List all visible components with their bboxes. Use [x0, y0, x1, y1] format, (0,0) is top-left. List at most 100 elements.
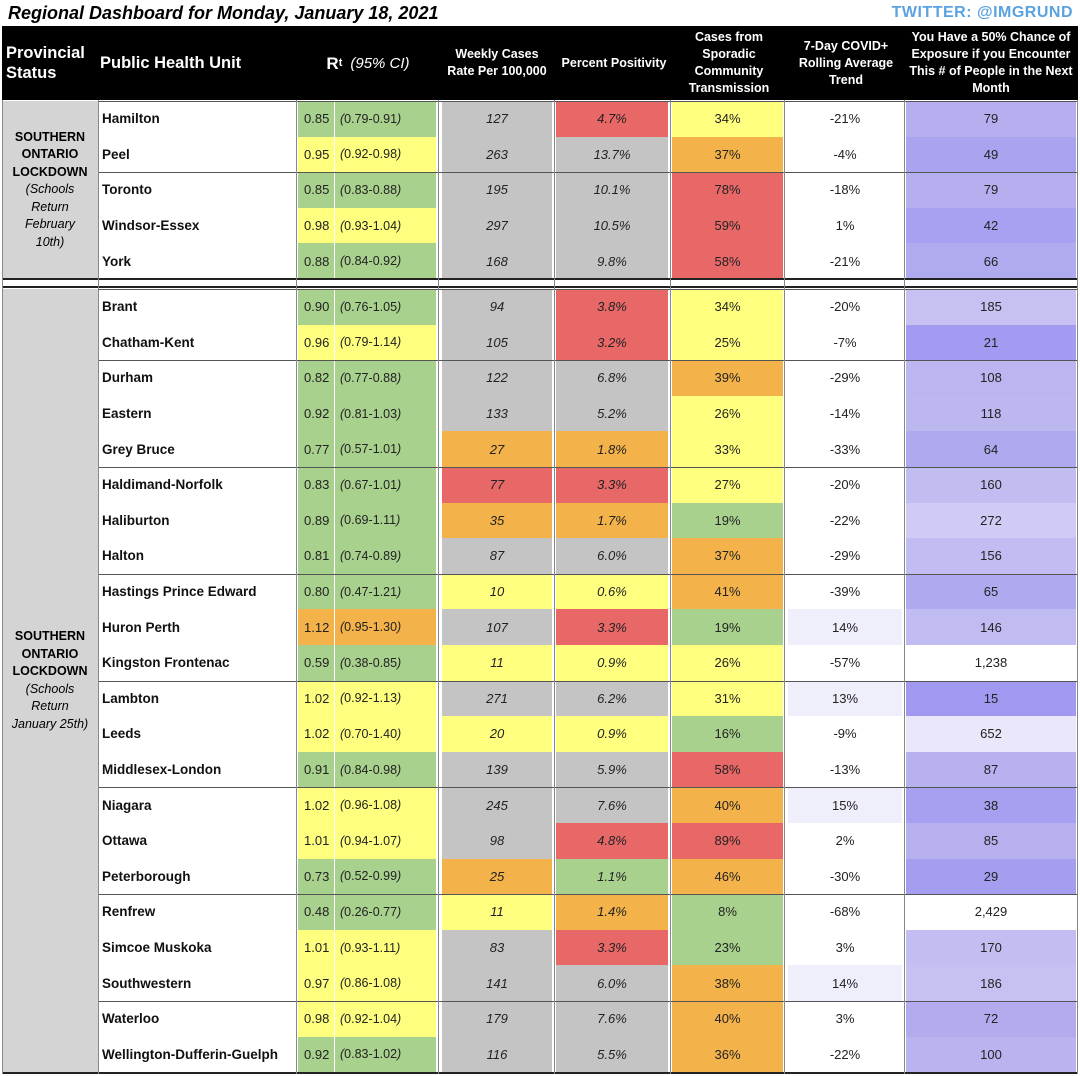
rolling-average-trend: -29% — [788, 360, 902, 396]
ci-close-paren: ) — [397, 182, 402, 197]
sporadic-transmission: 58% — [672, 751, 783, 788]
ci-dash: - — [368, 548, 373, 563]
phu-name: Hamilton — [98, 101, 296, 137]
rt-confidence-interval: ( 0.83 - 1.02 ) — [335, 1036, 436, 1073]
phu-name: York — [98, 243, 296, 279]
status-note: Return — [31, 699, 69, 714]
row-divider — [98, 467, 1078, 468]
ci-dash: - — [368, 147, 373, 162]
ci-high: 1.01 — [372, 477, 398, 492]
status-note: Return — [31, 199, 69, 214]
rt-confidence-interval: ( 0.93 - 1.04 ) — [335, 207, 436, 244]
exposure-count: 1,238 — [906, 645, 1076, 681]
phu-name: Brant — [98, 289, 296, 325]
weekly-cases-rate: 10 — [442, 573, 552, 610]
rt-value: 0.88 — [298, 243, 334, 279]
header-weekly-cases: Weekly Cases Rate Per 100,000 — [447, 47, 547, 78]
row-divider — [98, 787, 1078, 789]
rolling-average-trend: -30% — [788, 858, 902, 895]
phu-name: Hastings Prince Edward — [98, 573, 296, 610]
ci-close-paren: ) — [397, 726, 402, 741]
rt-confidence-interval: ( 0.69 - 1.11 ) — [335, 502, 436, 539]
exposure-count: 15 — [906, 680, 1076, 717]
ci-open-paren: ( — [340, 147, 345, 162]
exposure-count: 38 — [906, 787, 1076, 823]
dashboard-title: Regional Dashboard for Monday, January 1… — [8, 3, 439, 23]
percent-positivity: 3.3% — [556, 467, 668, 503]
rolling-average-trend: -57% — [788, 645, 902, 681]
header-rt-subscript: t — [338, 56, 343, 69]
ci-dash: - — [368, 584, 373, 599]
phu-name: Renfrew — [98, 894, 296, 930]
ci-open-paren: ( — [340, 904, 345, 919]
ci-low: 0.95 — [344, 620, 369, 635]
ci-high: 1.13 — [372, 691, 398, 706]
rt-confidence-interval: ( 0.84 - 0.98 ) — [335, 751, 436, 788]
phu-name: Huron Perth — [98, 609, 296, 645]
exposure-count: 186 — [906, 965, 1076, 1001]
percent-positivity: 0.6% — [556, 573, 668, 610]
weekly-cases-rate: 83 — [442, 929, 552, 966]
percent-positivity: 3.3% — [556, 609, 668, 645]
ci-open-paren: ( — [340, 218, 345, 233]
ci-close-paren: ) — [397, 442, 402, 457]
ci-open-paren: ( — [340, 976, 345, 991]
status-note: (Schools — [25, 182, 75, 197]
rt-value: 0.89 — [298, 502, 334, 539]
ci-open-paren: ( — [340, 655, 345, 670]
exposure-count: 66 — [906, 243, 1076, 279]
weekly-cases-rate: 11 — [442, 894, 552, 930]
rolling-average-trend: -13% — [788, 751, 902, 788]
ci-high: 1.11 — [372, 940, 397, 955]
sporadic-transmission: 19% — [672, 609, 783, 645]
header-public-health-unit: Public Health Unit — [100, 54, 242, 72]
rt-value: 0.91 — [298, 751, 334, 788]
ci-low: 0.74 — [344, 548, 369, 563]
ci-open-paren: ( — [340, 548, 345, 563]
sporadic-transmission: 41% — [672, 573, 783, 610]
rt-value: 0.80 — [298, 573, 334, 610]
ci-low: 0.83 — [344, 182, 369, 197]
rt-confidence-interval: ( 0.76 - 1.05 ) — [335, 289, 436, 325]
ci-high: 1.14 — [372, 335, 398, 350]
rt-confidence-interval: ( 0.77 - 0.88 ) — [335, 360, 436, 396]
sporadic-transmission: 37% — [672, 136, 783, 173]
phu-name: Grey Bruce — [98, 431, 296, 467]
header-percent-positivity: Percent Positivity — [561, 55, 667, 70]
table-right-border — [1077, 100, 1078, 1074]
weekly-cases-rate: 271 — [442, 680, 552, 717]
ci-open-paren: ( — [340, 406, 345, 421]
phu-name: Windsor-Essex — [98, 207, 296, 244]
header-trend: 7-Day COVID+ Rolling Average Trend — [798, 38, 894, 87]
rolling-average-trend: 14% — [788, 965, 902, 1001]
ci-low: 0.92 — [344, 147, 369, 162]
ci-dash: - — [368, 513, 373, 528]
weekly-cases-rate: 195 — [442, 172, 552, 208]
rolling-average-trend: -22% — [788, 1036, 902, 1073]
ci-high: 0.89 — [372, 548, 398, 563]
ci-low: 0.77 — [344, 370, 369, 385]
column-divider — [296, 100, 297, 1074]
ci-dash: - — [368, 620, 373, 635]
rt-value: 0.81 — [298, 538, 334, 574]
weekly-cases-rate: 245 — [442, 787, 552, 823]
rt-value: 0.98 — [298, 207, 334, 244]
rt-confidence-interval: ( 0.26 - 0.77 ) — [335, 894, 436, 930]
phu-name: Southwestern — [98, 965, 296, 1001]
status-note: January 25th) — [11, 716, 89, 731]
rolling-average-trend: -20% — [788, 467, 902, 503]
ci-low: 0.84 — [344, 254, 369, 269]
percent-positivity: 1.8% — [556, 431, 668, 467]
ci-dash: - — [368, 370, 373, 385]
ci-high: 0.98 — [372, 147, 398, 162]
ci-dash: - — [368, 798, 373, 813]
sporadic-transmission: 58% — [672, 243, 783, 279]
exposure-count: 49 — [906, 136, 1076, 173]
ci-dash: - — [368, 406, 373, 421]
twitter-handle[interactable]: TWITTER: @IMGRUND — [891, 4, 1073, 21]
ci-low: 0.57 — [344, 442, 369, 457]
weekly-cases-rate: 141 — [442, 965, 552, 1001]
ci-close-paren: ) — [397, 335, 402, 350]
rt-confidence-interval: ( 0.92 - 1.13 ) — [335, 680, 436, 717]
exposure-count: 652 — [906, 716, 1076, 752]
